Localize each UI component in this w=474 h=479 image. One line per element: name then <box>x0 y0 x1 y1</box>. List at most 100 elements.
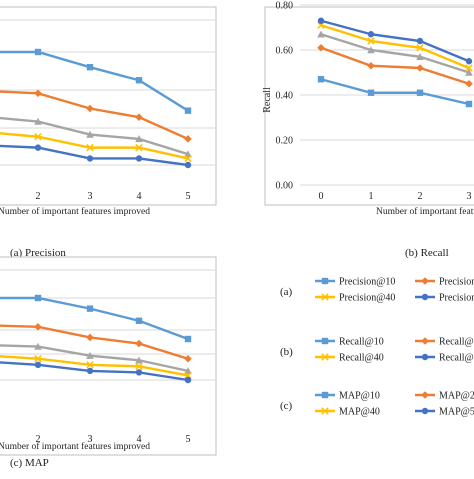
data-point <box>86 305 94 312</box>
series-map-at-40 <box>0 354 192 380</box>
data-point <box>34 48 42 56</box>
data-point <box>34 294 42 302</box>
data-point <box>135 356 143 364</box>
data-point <box>416 37 424 45</box>
data-point <box>135 155 143 162</box>
y-tick-label: 0.20 <box>276 136 294 147</box>
data-point <box>416 64 424 72</box>
x-tick-label: 4 <box>137 434 142 445</box>
legend-item: MAP@20 <box>415 391 474 402</box>
chart-precision: 2 3 4 5 Number of important features improve… <box>0 6 217 259</box>
legend-swatch-marker <box>421 407 429 415</box>
legend-swatch-marker <box>421 391 429 399</box>
series-precision-at-40 <box>0 132 192 163</box>
data-point <box>34 361 42 369</box>
x-tick-label: 0 <box>319 191 324 202</box>
legend-item-label: Precision@5 <box>439 293 474 304</box>
data-point <box>184 161 192 169</box>
data-point <box>317 17 325 24</box>
data-point <box>86 104 94 113</box>
y-tick-label: 0.40 <box>276 91 294 102</box>
plot-frame <box>0 256 217 456</box>
data-point <box>86 333 94 342</box>
data-point <box>317 76 325 83</box>
series-precision-at-50 <box>0 144 192 169</box>
legend-item-label: Precision@40 <box>339 293 395 304</box>
x-tick-label: 2 <box>36 191 41 202</box>
legend-item-label: Precision@10 <box>339 277 395 288</box>
data-point <box>34 354 42 363</box>
legend-swatch-marker <box>321 277 329 285</box>
series-line <box>320 19 470 63</box>
data-point <box>416 52 424 60</box>
legend-swatch-marker <box>321 407 329 415</box>
data-point <box>34 89 42 98</box>
legend-swatch-marker <box>321 391 329 399</box>
gridlines <box>300 4 474 186</box>
data-point <box>367 31 375 38</box>
legend-item: MAP@50 <box>415 407 474 418</box>
data-point <box>86 64 94 71</box>
data-point <box>86 130 94 138</box>
data-point <box>465 68 473 76</box>
chart-recall: 0.00 0.20 0.40 0.60 0.80 0 1 2 3 Number of import… <box>262 1 474 259</box>
series-precision-at-20 <box>0 89 192 143</box>
legend-item: Precision@5 <box>415 293 474 304</box>
series-recall-at-30 <box>317 30 473 76</box>
data-point <box>367 37 375 45</box>
data-point <box>416 89 424 96</box>
data-point <box>135 77 143 84</box>
data-point <box>184 376 192 384</box>
series-recall-at-40 <box>317 21 473 72</box>
x-tick-label: 4 <box>137 191 142 202</box>
data-point <box>184 135 192 143</box>
data-point <box>86 351 94 359</box>
legend-item: Precision@10 <box>315 277 395 288</box>
legend-item: Recall@40 <box>315 353 384 364</box>
data-point <box>34 117 42 125</box>
legend-swatch-marker <box>321 293 329 301</box>
chart-caption: (b) Recall <box>405 247 449 259</box>
legend-item: MAP@10 <box>315 391 380 402</box>
series-map-at-50 <box>0 361 192 384</box>
data-point <box>184 367 192 375</box>
x-axis-label: Number of important features improved <box>0 441 150 452</box>
data-point <box>135 135 143 143</box>
data-point <box>135 113 143 121</box>
x-tick-label: 1 <box>369 191 374 202</box>
data-point <box>34 323 42 331</box>
series-recall-at-20 <box>317 43 473 88</box>
legend-swatch-marker <box>421 353 429 361</box>
legend-item: Recall@10 <box>315 337 384 348</box>
data-point <box>317 43 325 52</box>
data-point <box>367 89 375 96</box>
data-point <box>135 339 143 348</box>
legend-swatch-marker <box>321 353 329 361</box>
series-map-at-20 <box>0 323 192 363</box>
legend-item-label: Recall@20 <box>439 337 474 348</box>
legend-swatch-marker <box>421 337 429 345</box>
y-axis-label: Recall <box>262 87 273 113</box>
data-point <box>86 155 94 162</box>
data-point <box>184 354 192 363</box>
legend-item: Precision@2 <box>415 277 474 288</box>
chart-map: 2 3 4 5 Number of important features improve… <box>0 256 217 469</box>
y-tick-label: 0.00 <box>276 181 294 192</box>
legend-item: Precision@40 <box>315 293 395 304</box>
legend-item: Recall@20 <box>415 337 474 348</box>
series-recall-at-10 <box>317 76 473 108</box>
y-tick-label: 0.80 <box>276 1 294 12</box>
legend-item-label: Recall@10 <box>339 337 384 348</box>
data-point <box>465 58 473 65</box>
series-map-at-10 <box>0 294 192 343</box>
data-point <box>465 64 473 72</box>
data-point <box>135 362 143 371</box>
legend-item-label: Recall@40 <box>339 353 384 364</box>
x-axis-label: Number of important featur <box>376 206 474 217</box>
data-point <box>34 132 42 141</box>
legend-group: (b) Recall@10 Recall@20 Recall@40 Recall@50 <box>280 337 474 364</box>
data-point <box>465 100 473 108</box>
x-tick-label: 2 <box>418 191 423 202</box>
legend: (a) Precision@10 Precision@2 Precision@40 Pr… <box>280 277 474 418</box>
